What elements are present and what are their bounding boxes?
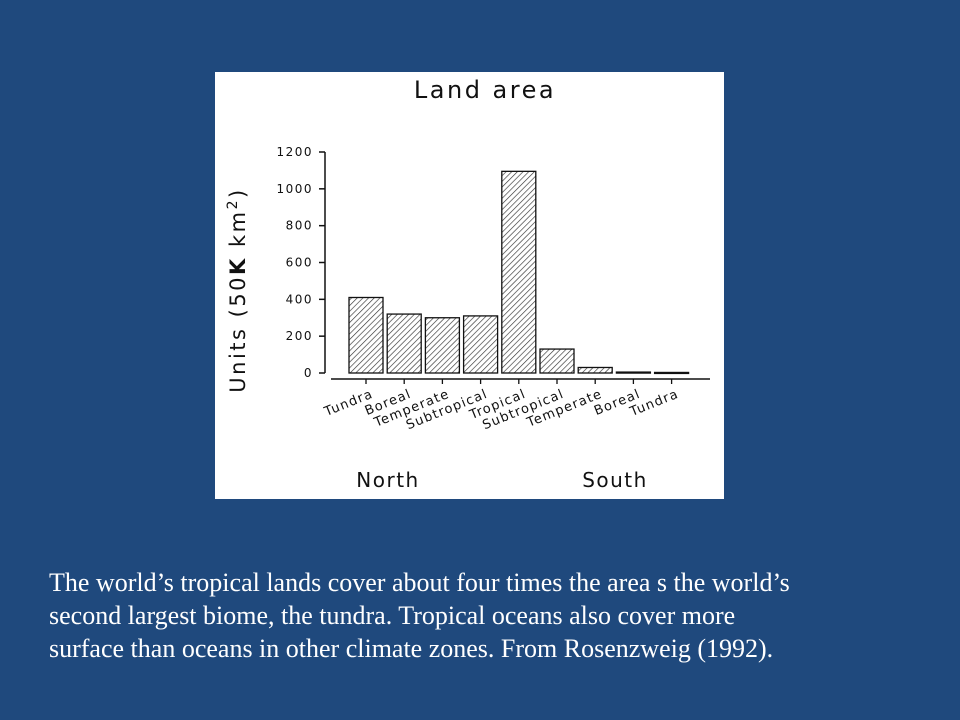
y-axis-label-mid: km: [226, 209, 250, 256]
bar-tundra-0: [348, 296, 384, 374]
land-area-figure: Land area Units (50K km2) 0 200 400 600 800 1…: [215, 72, 724, 499]
y-axis-label-before: Units (50: [226, 275, 250, 393]
y-tick-label: 0: [304, 366, 313, 380]
bar-tundra-8: [653, 371, 690, 375]
bar-subtropical-5: [539, 348, 575, 374]
group-label-south: South: [582, 468, 648, 492]
category-labels: TundraBorealTemperateSubtropicalTropical…: [321, 387, 681, 433]
y-axis-label-sup: 2: [225, 198, 241, 209]
y-tick-label: 1000: [276, 182, 313, 196]
bars: [348, 170, 690, 375]
y-tick-label: 400: [286, 292, 313, 306]
chart-title: Land area: [414, 76, 556, 104]
y-tick-label: 1200: [276, 145, 313, 159]
group-labels: North South: [356, 468, 648, 492]
x-axis: [331, 378, 710, 384]
y-axis-label: Units (50K km2): [225, 187, 250, 392]
bar-subtropical-3: [462, 315, 499, 374]
bar-tropical-4: [501, 170, 537, 374]
y-tick-label: 200: [286, 329, 313, 343]
y-tick-label: 600: [286, 256, 313, 270]
bar-boreal-1: [386, 313, 422, 374]
group-label-north: North: [356, 468, 419, 492]
y-axis-label-bold: K: [226, 256, 250, 275]
caption-text: The world’s tropical lands cover about f…: [49, 568, 790, 663]
y-axis-label-after: ): [226, 187, 250, 198]
bar-temperate-6: [577, 366, 613, 374]
y-axis: 0 200 400 600 800 1000 1200: [276, 145, 326, 380]
bar-boreal-7: [615, 371, 652, 374]
bar-temperate-2: [424, 317, 461, 374]
land-area-chart: Land area Units (50K km2) 0 200 400 600 800 1…: [225, 76, 710, 492]
y-tick-label: 800: [286, 219, 313, 233]
